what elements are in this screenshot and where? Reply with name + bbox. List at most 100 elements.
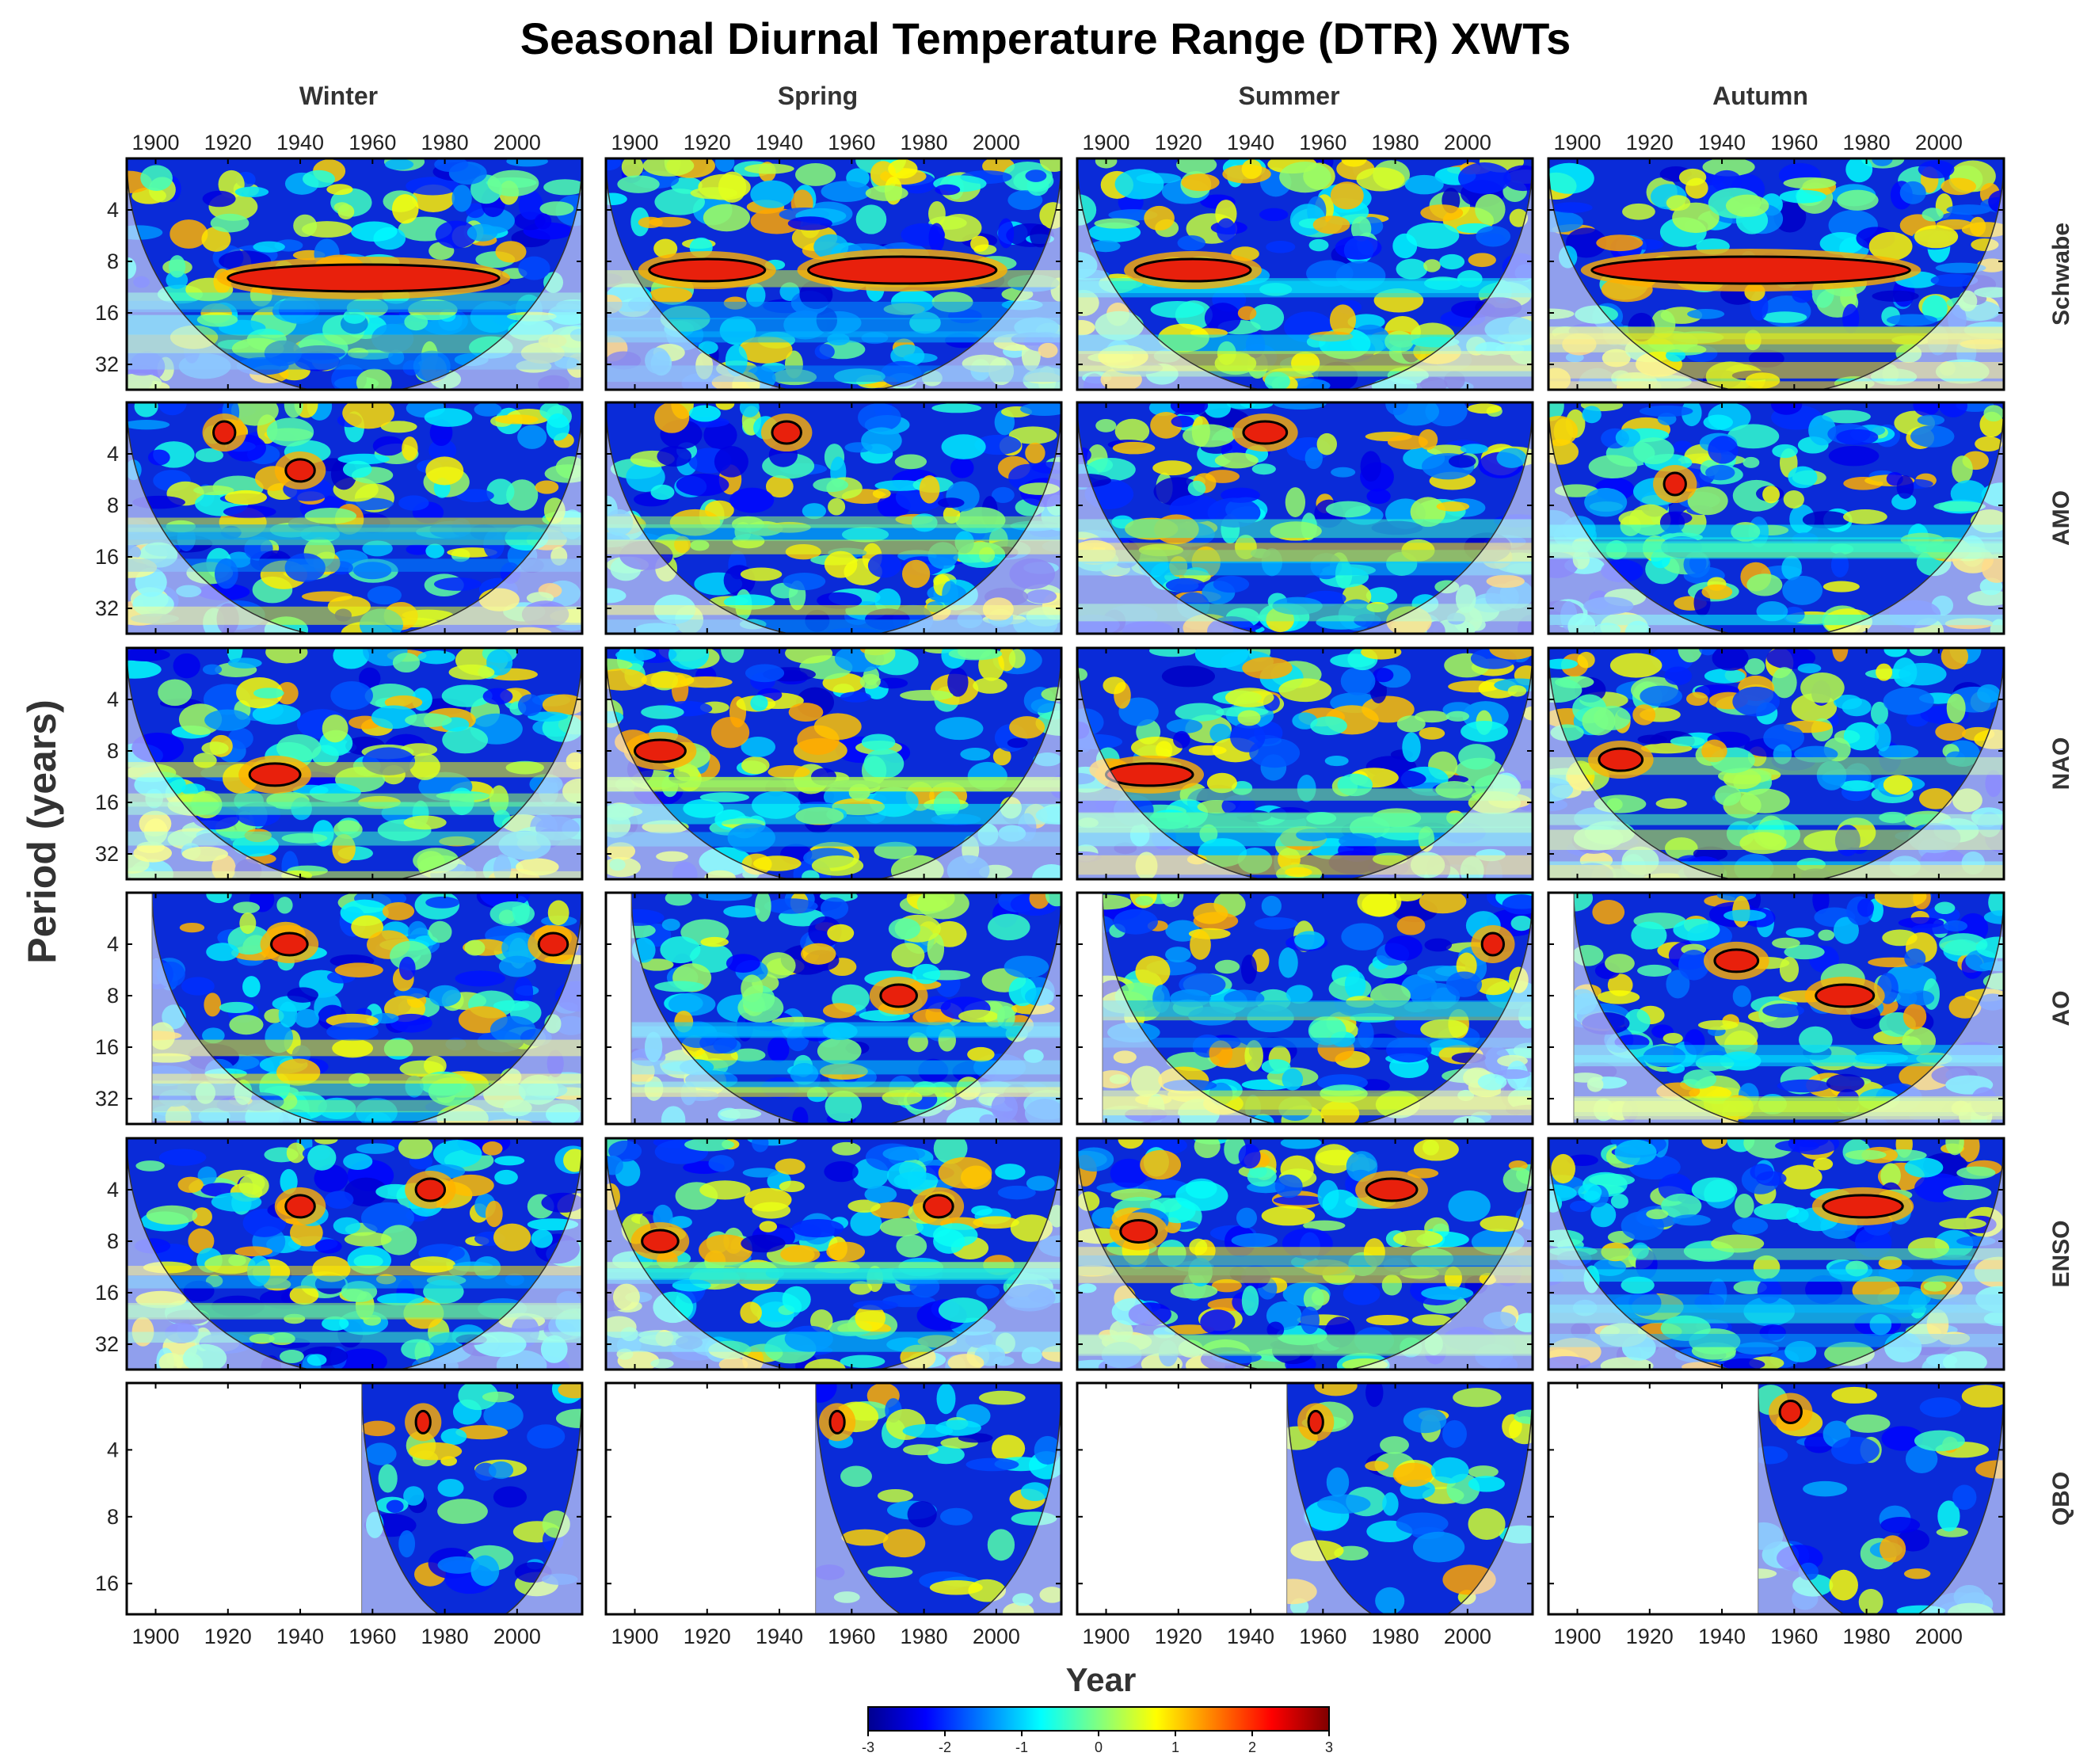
power-cell	[973, 677, 1007, 694]
power-cell	[371, 1012, 399, 1024]
x-tick-label-top: 1940	[1698, 131, 1746, 154]
power-band	[630, 1087, 1061, 1097]
power-band	[127, 871, 582, 879]
x-tick-label-bottom: 1940	[756, 1625, 803, 1648]
power-cell	[1905, 1445, 1938, 1473]
power-cell	[894, 454, 927, 470]
power-cell	[498, 955, 536, 977]
power-cell	[486, 478, 515, 505]
power-cell	[229, 1015, 264, 1035]
power-cell	[242, 976, 261, 998]
power-cell	[1226, 402, 1256, 410]
power-cell	[606, 192, 627, 205]
power-cell	[230, 402, 279, 426]
cone-of-influence-line	[1077, 402, 1533, 634]
power-cell	[1209, 723, 1232, 743]
power-cell	[649, 216, 691, 227]
y-tick-label: 16	[95, 301, 119, 325]
power-cell	[935, 1419, 981, 1436]
power-cell	[286, 1142, 306, 1164]
power-cell	[1983, 910, 2004, 924]
power-cell	[1453, 1388, 1502, 1408]
x-tick-label-top: 1960	[828, 131, 875, 154]
power-cell	[1548, 677, 1583, 703]
no-data-area	[606, 893, 631, 1124]
power-cell	[1150, 300, 1205, 318]
power-cell	[390, 1013, 432, 1033]
power-cell	[494, 1156, 525, 1166]
power-cell	[326, 1022, 379, 1042]
power-cell	[1605, 954, 1635, 973]
power-cell	[752, 1138, 769, 1153]
power-cell	[1034, 1435, 1061, 1465]
cone-of-influence-line	[606, 402, 1061, 634]
cone-of-influence-shade	[630, 893, 1061, 1124]
power-cell	[1727, 424, 1780, 449]
panel-spring-qbo	[604, 1381, 1063, 1616]
power-cell	[741, 737, 776, 757]
power-cell	[1701, 584, 1733, 600]
power-cell	[937, 497, 965, 509]
power-cell	[684, 1138, 735, 1152]
power-cell	[406, 177, 459, 196]
power-cell	[403, 815, 447, 830]
panel-frame	[1547, 401, 2005, 635]
power-cell	[1839, 780, 1875, 792]
power-cell	[1802, 511, 1850, 529]
power-band	[1077, 561, 1533, 576]
panel-frame	[125, 401, 584, 635]
x-tick-label-top: 1940	[1227, 131, 1274, 154]
power-cell	[1468, 253, 1496, 268]
panel-winter-schwabe	[125, 157, 584, 391]
power-cell	[1461, 720, 1508, 742]
power-cell	[1103, 676, 1126, 695]
cone-of-influence-line	[1548, 402, 2004, 634]
power-cell	[193, 485, 234, 496]
power-cell	[767, 765, 810, 779]
power-cell	[1899, 662, 1947, 686]
panel-frame	[604, 891, 1063, 1126]
power-cell	[1303, 1286, 1324, 1312]
power-cell	[741, 1234, 786, 1253]
power-cell	[1828, 445, 1880, 467]
power-cell	[1939, 933, 1988, 956]
power-cell	[169, 219, 208, 249]
panel-frame	[1547, 1381, 2005, 1616]
power-cell	[1770, 402, 1803, 415]
cone-of-influence-shade	[1077, 158, 1533, 390]
cone-of-influence-shade	[1548, 158, 2004, 390]
significant-region	[284, 458, 316, 483]
power-cell	[1213, 575, 1250, 593]
cone-of-influence-shade	[815, 1383, 1061, 1614]
cone-of-influence-line	[1077, 1138, 1533, 1370]
power-cell	[1845, 1414, 1891, 1433]
cone-of-influence-line	[1548, 1138, 2004, 1370]
power-cell	[378, 1464, 398, 1493]
power-cell	[992, 1434, 1026, 1462]
power-cell	[428, 439, 457, 463]
power-cell	[967, 1046, 995, 1062]
power-cell	[1883, 775, 1913, 795]
cone-of-influence-shade	[1548, 648, 2004, 879]
power-cell	[1829, 1569, 1858, 1601]
power-cell	[1939, 1217, 1986, 1230]
power-cell	[1740, 788, 1790, 813]
power-cell	[1783, 490, 1804, 509]
power-cell	[740, 1301, 762, 1324]
power-cell	[535, 213, 552, 230]
power-cell	[958, 1433, 993, 1443]
power-cell	[1008, 426, 1057, 444]
power-cell	[861, 427, 902, 455]
power-cell	[493, 1486, 528, 1508]
power-cell	[1420, 1019, 1468, 1039]
power-cell	[787, 216, 832, 231]
x-tick-label-bottom: 1920	[204, 1625, 252, 1648]
cone-of-influence-shade	[1077, 648, 1533, 879]
power-cell	[726, 954, 760, 973]
cone-of-influence-line	[1548, 648, 2004, 879]
power-cell	[539, 201, 574, 216]
y-tick-label: 8	[107, 984, 119, 1008]
power-cell	[668, 648, 710, 670]
power-cell	[1735, 1194, 1754, 1218]
power-cell	[1704, 669, 1746, 684]
